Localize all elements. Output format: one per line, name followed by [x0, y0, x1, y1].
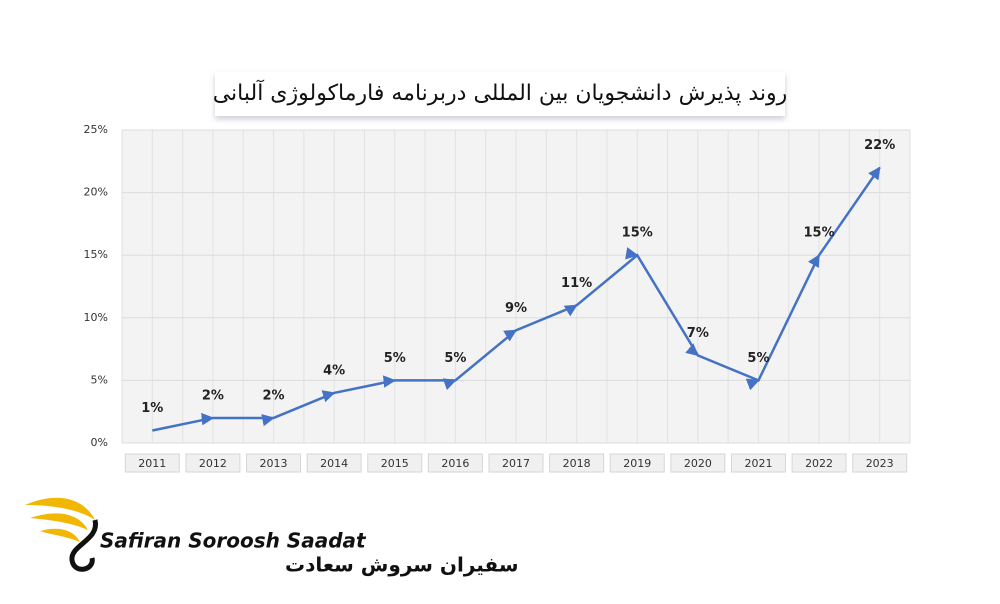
- x-tick-label: 2016: [441, 457, 469, 470]
- x-tick-box: [852, 453, 908, 473]
- x-tick-box: [427, 453, 483, 473]
- y-tick-label: 5%: [91, 373, 108, 386]
- x-tick-box: [609, 453, 665, 473]
- x-tick-box: [306, 453, 362, 473]
- x-tick-box: [670, 453, 726, 473]
- data-label: 15%: [804, 226, 835, 241]
- data-label: 9%: [505, 301, 527, 316]
- data-label: 1%: [141, 401, 163, 416]
- data-label: 2%: [262, 388, 284, 403]
- y-tick-label: 10%: [84, 311, 108, 324]
- logo-name-en: Safiran Soroosh Saadat: [100, 529, 367, 553]
- title-box: [215, 72, 785, 116]
- data-label: 5%: [384, 351, 406, 366]
- x-tick-label: 2020: [684, 457, 712, 470]
- logo: Safiran Soroosh Saadat سفیران سروش سعادت: [25, 497, 519, 577]
- y-tick-label: 15%: [84, 248, 108, 261]
- data-label: 4%: [323, 363, 345, 378]
- logo-wing: [30, 513, 88, 530]
- x-tick-label: 2013: [260, 457, 288, 470]
- x-tick-label: 2017: [502, 457, 530, 470]
- x-tick-label: 2023: [866, 457, 894, 470]
- data-label: 7%: [687, 326, 709, 341]
- data-label: 2%: [202, 388, 224, 403]
- data-label: 5%: [747, 351, 769, 366]
- y-tick-label: 0%: [91, 436, 108, 449]
- x-tick-box: [488, 453, 544, 473]
- chart-title: روند پذیرش دانشجویان بین المللی دربرنامه…: [213, 79, 788, 106]
- x-tick-box: [124, 453, 180, 473]
- data-label: 11%: [561, 276, 592, 291]
- x-tick-box: [549, 453, 605, 473]
- x-tick-label: 2022: [805, 457, 833, 470]
- x-tick-label: 2021: [744, 457, 772, 470]
- logo-name-fa: سفیران سروش سعادت: [285, 553, 519, 577]
- y-tick-label: 20%: [84, 186, 108, 199]
- x-tick-label: 2019: [623, 457, 651, 470]
- x-tick-box: [791, 453, 847, 473]
- x-tick-label: 2012: [199, 457, 227, 470]
- x-tick-label: 2015: [381, 457, 409, 470]
- data-label: 22%: [864, 138, 895, 153]
- x-tick-box: [185, 453, 241, 473]
- x-tick-label: 2014: [320, 457, 348, 470]
- data-label: 15%: [622, 226, 653, 241]
- logo-swan: [69, 519, 98, 572]
- logo-wing: [40, 528, 80, 542]
- x-tick-box: [246, 453, 302, 473]
- line: [152, 166, 881, 432]
- logo-wing: [25, 497, 95, 520]
- y-tick-label: 25%: [84, 123, 108, 136]
- x-tick-label: 2011: [138, 457, 166, 470]
- x-tick-label: 2018: [563, 457, 591, 470]
- x-tick-box: [730, 453, 786, 473]
- x-tick-box: [367, 453, 423, 473]
- data-label: 5%: [444, 351, 466, 366]
